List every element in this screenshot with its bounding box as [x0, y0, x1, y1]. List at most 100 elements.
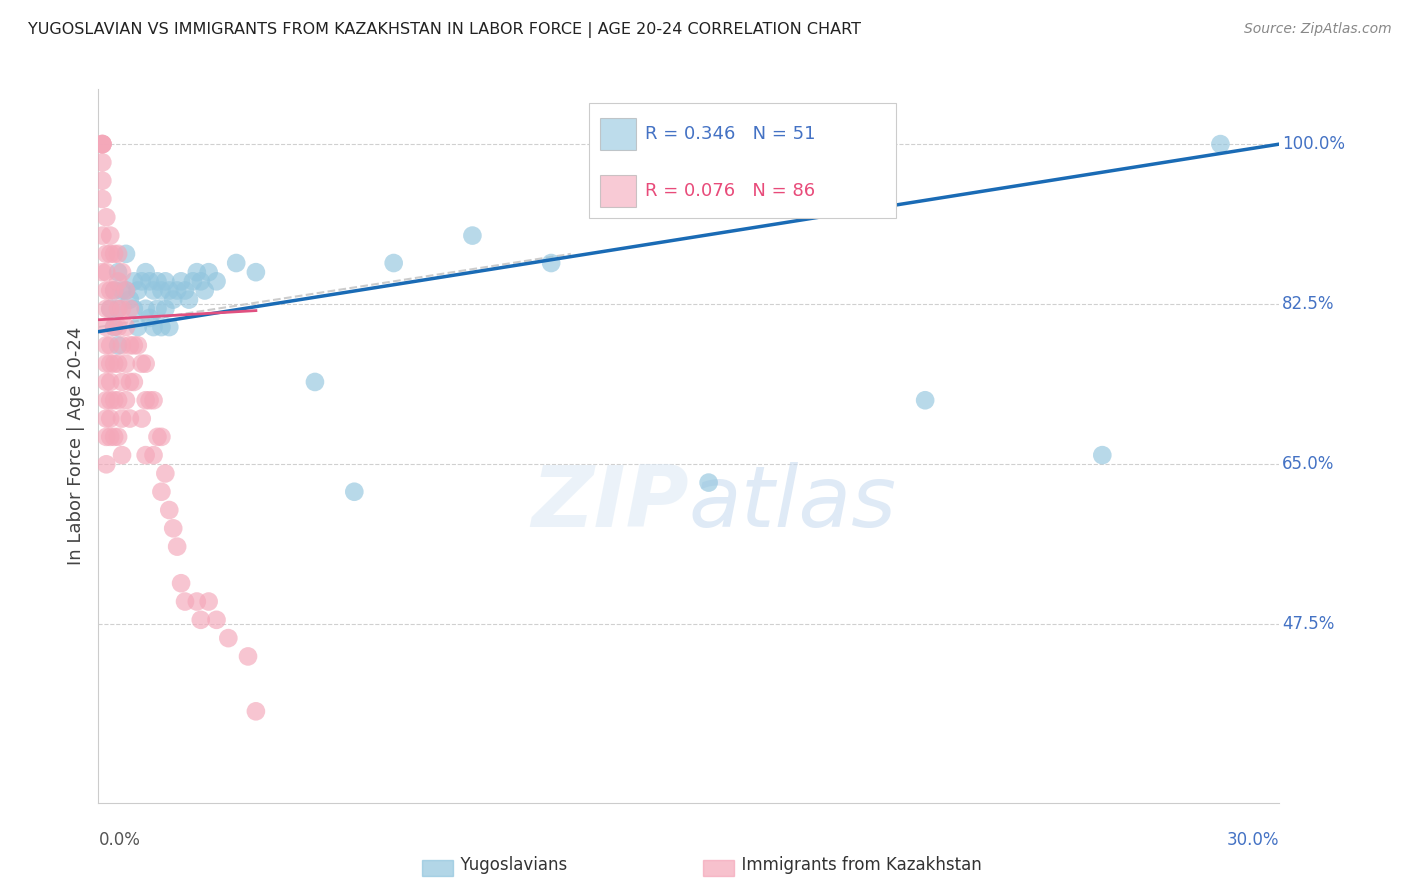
Point [245, 265, 267, 279]
Point [343, 484, 366, 499]
Y-axis label: In Labor Force | Age 20-24: In Labor Force | Age 20-24 [66, 326, 84, 566]
Point [91, 137, 114, 152]
Point [236, 649, 259, 664]
Point [186, 594, 208, 608]
Point [157, 503, 180, 517]
Point [96, 247, 118, 261]
Point [150, 430, 173, 444]
Text: Immigrants from Kazakhstan: Immigrants from Kazakhstan [731, 856, 981, 874]
Point [111, 265, 134, 279]
Point [177, 293, 200, 307]
Point [138, 274, 160, 288]
Point [122, 338, 145, 352]
Point [107, 320, 129, 334]
Point [107, 301, 129, 316]
Point [127, 284, 149, 298]
Point [96, 265, 118, 279]
Point [186, 265, 208, 279]
FancyBboxPatch shape [600, 175, 636, 207]
Point [150, 320, 173, 334]
Point [107, 301, 129, 316]
Point [197, 265, 219, 279]
Point [181, 274, 204, 288]
Point [107, 393, 129, 408]
Point [138, 393, 160, 408]
Point [91, 137, 114, 152]
Point [103, 284, 125, 298]
Point [96, 458, 118, 472]
Point [96, 411, 118, 425]
Point [118, 301, 141, 316]
Point [98, 301, 121, 316]
Point [96, 430, 118, 444]
Point [111, 301, 134, 316]
Point [96, 375, 118, 389]
Text: 82.5%: 82.5% [1282, 295, 1334, 313]
Point [697, 475, 720, 490]
Point [103, 320, 125, 334]
Point [135, 393, 157, 408]
Point [96, 301, 118, 316]
Text: YUGOSLAVIAN VS IMMIGRANTS FROM KAZAKHSTAN IN LABOR FORCE | AGE 20-24 CORRELATION: YUGOSLAVIAN VS IMMIGRANTS FROM KAZAKHSTA… [28, 22, 860, 38]
Point [382, 256, 405, 270]
Point [245, 704, 267, 718]
Text: 0.0%: 0.0% [98, 831, 141, 849]
Point [98, 247, 121, 261]
Point [122, 301, 145, 316]
Point [103, 357, 125, 371]
Point [96, 393, 118, 408]
Point [115, 284, 138, 298]
Point [115, 357, 138, 371]
Point [118, 411, 141, 425]
Point [205, 274, 228, 288]
Point [135, 265, 157, 279]
Point [111, 338, 134, 352]
Point [205, 613, 228, 627]
Text: 65.0%: 65.0% [1282, 455, 1334, 474]
Point [91, 265, 114, 279]
Point [170, 274, 193, 288]
Point [91, 155, 114, 169]
Text: atlas: atlas [689, 461, 897, 545]
Point [111, 448, 134, 462]
Text: Yugoslavians: Yugoslavians [450, 856, 567, 874]
Point [166, 540, 188, 554]
Point [98, 284, 121, 298]
Point [170, 576, 193, 591]
Point [190, 613, 212, 627]
Point [146, 430, 169, 444]
Point [138, 310, 160, 325]
Point [135, 357, 157, 371]
Point [155, 274, 177, 288]
Point [157, 284, 180, 298]
Text: 100.0%: 100.0% [1282, 135, 1344, 153]
Point [166, 284, 188, 298]
Point [107, 430, 129, 444]
Point [157, 320, 180, 334]
Point [122, 375, 145, 389]
Point [142, 320, 165, 334]
Point [174, 594, 197, 608]
Point [146, 301, 169, 316]
Point [1209, 137, 1232, 152]
Point [118, 338, 141, 352]
Point [127, 320, 149, 334]
Point [98, 338, 121, 352]
Point [150, 484, 173, 499]
Point [174, 284, 197, 298]
Point [190, 274, 212, 288]
Point [111, 375, 134, 389]
Point [135, 301, 157, 316]
Point [103, 430, 125, 444]
Point [118, 293, 141, 307]
Point [131, 274, 153, 288]
Point [98, 430, 121, 444]
Point [155, 301, 177, 316]
Point [103, 247, 125, 261]
Point [96, 284, 118, 298]
Point [217, 631, 239, 645]
Point [107, 338, 129, 352]
Point [162, 293, 184, 307]
Point [103, 320, 125, 334]
FancyBboxPatch shape [600, 118, 636, 150]
